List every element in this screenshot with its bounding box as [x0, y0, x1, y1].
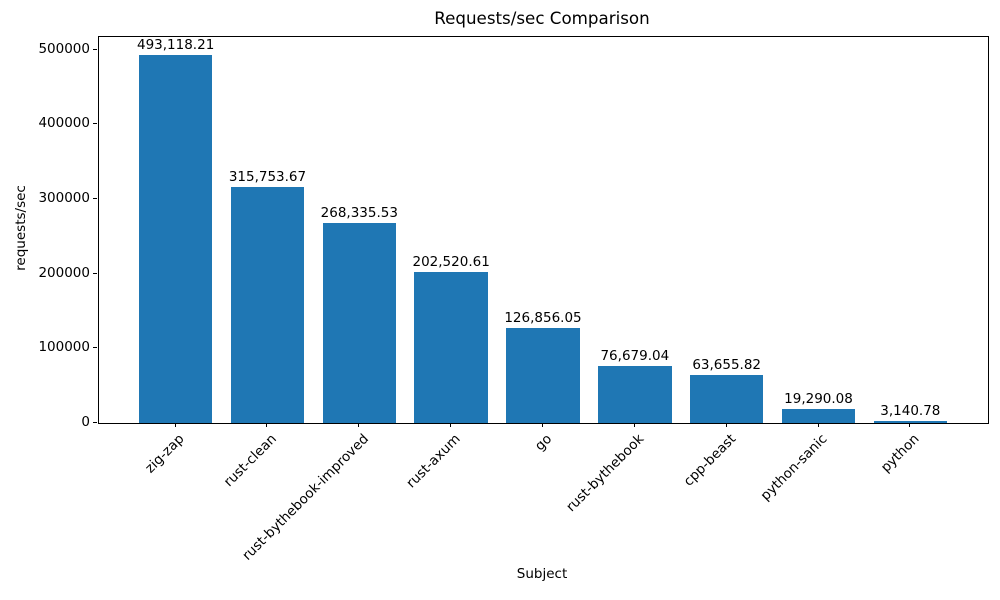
x-tick-mark — [633, 423, 635, 427]
y-tick-label: 200000 — [38, 264, 90, 281]
y-tick-mark — [92, 123, 97, 125]
y-axis-label: requests/sec — [13, 185, 29, 271]
bar-value-label: 268,335.53 — [320, 204, 398, 221]
y-tick-mark — [92, 272, 97, 274]
y-tick-mark — [92, 198, 97, 200]
bar-value-label: 63,655.82 — [692, 357, 762, 374]
y-tick-mark — [92, 422, 97, 423]
x-tick-mark — [266, 423, 268, 427]
x-axis-label: Subject — [516, 566, 568, 582]
x-tick-mark — [542, 423, 543, 427]
y-tick-mark — [92, 48, 97, 50]
y-tick-label: 300000 — [38, 190, 90, 207]
bar-rust-axum — [414, 271, 488, 423]
chart-title: Requests/sec Comparison — [434, 8, 650, 28]
x-tick-label-rust-bythebook: rust-bythebook — [563, 431, 648, 516]
bar-value-label: 3,140.78 — [880, 402, 941, 419]
bar-value-label: 76,679.04 — [600, 347, 670, 364]
y-tick-mark — [92, 347, 97, 349]
x-tick-mark — [725, 423, 727, 427]
y-tick-label: 400000 — [38, 115, 90, 132]
x-tick-mark — [450, 423, 452, 427]
x-tick-label-rust-axum: rust-axum — [403, 431, 464, 492]
bar-cpp-beast — [689, 375, 764, 423]
bar-value-label: 315,753.67 — [228, 169, 307, 186]
y-tick-label: 0 — [81, 414, 90, 430]
y-tick-label: 500000 — [38, 40, 90, 57]
x-tick-label-cpp-beast: cpp-beast — [680, 431, 739, 490]
bar-python-sanic — [781, 408, 856, 423]
bar-rust-bythebook — [598, 365, 672, 423]
bar-go — [506, 328, 580, 423]
bar-python — [873, 420, 948, 423]
x-tick-label-rust-clean: rust-clean — [220, 431, 280, 491]
x-tick-mark — [174, 423, 176, 427]
x-tick-label-go: go — [532, 431, 556, 455]
x-tick-label-zig-zap: zig-zap — [142, 431, 188, 477]
y-tick-label: 100000 — [38, 339, 90, 356]
bar-zig-zap — [138, 54, 213, 423]
x-tick-label-python: python — [877, 431, 923, 476]
x-tick-mark — [909, 423, 911, 427]
x-tick-label-python-sanic: python-sanic — [757, 431, 831, 504]
bar-value-label: 202,520.61 — [412, 253, 490, 270]
bar-value-label: 19,290.08 — [784, 390, 853, 407]
x-tick-mark — [817, 423, 819, 427]
x-tick-mark — [358, 423, 360, 427]
plot-area: 493,118.21 315,753.67 268,335.53 202,520.61… — [97, 35, 989, 424]
bar-value-label: 126,856.05 — [504, 310, 582, 327]
bar-value-label: 493,118.21 — [136, 36, 215, 53]
bar-rust-clean — [230, 187, 305, 423]
bar-rust-bythebook-improved — [322, 222, 397, 423]
